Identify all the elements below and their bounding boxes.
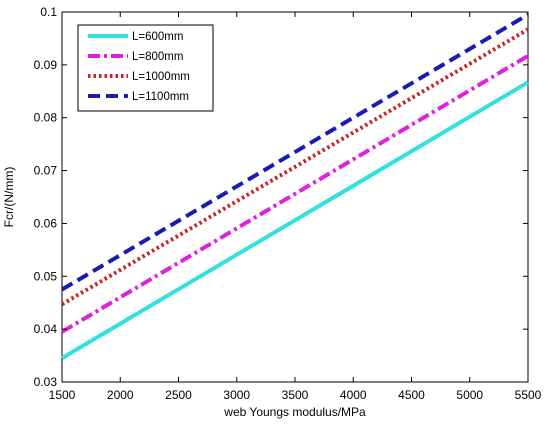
y-tick-label: 0.1 <box>40 5 57 19</box>
series-line-0 <box>60 80 530 360</box>
y-tick-label: 0.07 <box>34 164 58 178</box>
y-axis-label: Fcr/(N/mm) <box>2 167 16 228</box>
y-tick-label: 0.09 <box>34 58 58 72</box>
x-tick-label: 3500 <box>282 388 309 402</box>
y-tick-label: 0.03 <box>34 375 58 389</box>
legend-label-0: L=600mm <box>132 31 183 43</box>
series-line-2 <box>60 27 530 307</box>
legend: L=600mm L=800mm L=1000mm L=1100mm <box>77 24 214 112</box>
y-tick-label: 0.04 <box>34 322 58 336</box>
legend-label-2: L=1000mm <box>132 71 190 83</box>
legend-label-3: L=1100mm <box>132 91 189 103</box>
x-tick-label: 2000 <box>107 388 134 402</box>
series-line-1 <box>60 54 530 334</box>
legend-label-1: L=800mm <box>132 51 183 63</box>
x-tick-label: 4000 <box>340 388 367 402</box>
ticks-layer: 1500 2000 2500 3000 3500 4000 4500 5000 5500 0.03… <box>34 5 542 402</box>
x-tick-label: 2500 <box>165 388 192 402</box>
y-tick-label: 0.06 <box>34 216 58 230</box>
series-layer <box>60 12 530 360</box>
y-tick-label: 0.08 <box>34 111 58 125</box>
series-line-3 <box>60 12 530 292</box>
y-tick-label: 0.05 <box>34 269 58 283</box>
x-tick-label: 5500 <box>515 388 542 402</box>
legend-box <box>77 24 214 112</box>
x-tick-label: 3000 <box>223 388 250 402</box>
x-tick-label: 1500 <box>49 388 76 402</box>
x-axis-label: web Youngs modulus/MPa <box>223 405 366 419</box>
x-tick-label: 4500 <box>398 388 425 402</box>
x-tick-label: 5000 <box>456 388 483 402</box>
